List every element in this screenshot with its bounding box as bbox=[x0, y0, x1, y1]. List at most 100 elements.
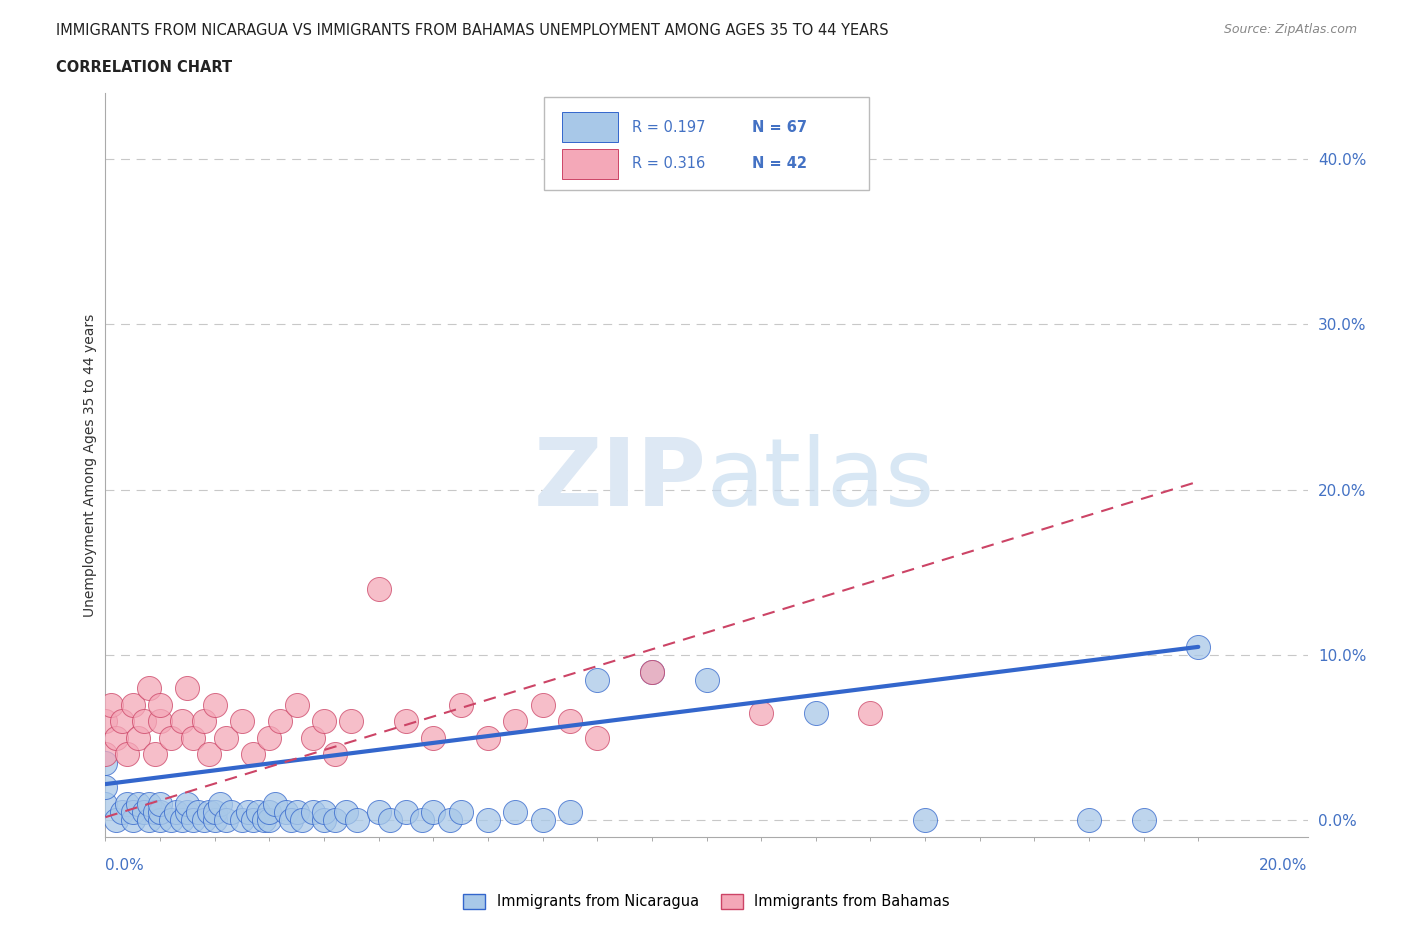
Point bbox=[477, 813, 499, 828]
Point bbox=[859, 706, 882, 721]
Text: N = 67: N = 67 bbox=[752, 120, 807, 135]
Point bbox=[340, 714, 363, 729]
Point bbox=[641, 664, 664, 679]
Point bbox=[214, 813, 236, 828]
Point bbox=[242, 747, 264, 762]
Point bbox=[450, 698, 472, 712]
Point bbox=[138, 681, 160, 696]
Text: N = 42: N = 42 bbox=[752, 156, 807, 171]
Point bbox=[247, 804, 270, 819]
Point bbox=[312, 714, 335, 729]
Point bbox=[170, 714, 193, 729]
Text: IMMIGRANTS FROM NICARAGUA VS IMMIGRANTS FROM BAHAMAS UNEMPLOYMENT AMONG AGES 35 : IMMIGRANTS FROM NICARAGUA VS IMMIGRANTS … bbox=[56, 23, 889, 38]
Point bbox=[696, 672, 718, 687]
Point bbox=[1132, 813, 1154, 828]
Text: atlas: atlas bbox=[707, 434, 935, 525]
Point bbox=[259, 730, 281, 745]
Y-axis label: Unemployment Among Ages 35 to 44 years: Unemployment Among Ages 35 to 44 years bbox=[83, 313, 97, 617]
Point bbox=[259, 804, 281, 819]
Point bbox=[204, 698, 226, 712]
Point bbox=[94, 755, 117, 770]
Text: R = 0.316: R = 0.316 bbox=[631, 156, 706, 171]
Point bbox=[176, 804, 198, 819]
Point bbox=[335, 804, 357, 819]
Point bbox=[274, 804, 297, 819]
Point bbox=[143, 804, 166, 819]
Point bbox=[117, 747, 139, 762]
Point bbox=[242, 813, 264, 828]
Point bbox=[231, 813, 253, 828]
Point bbox=[269, 714, 291, 729]
Text: Source: ZipAtlas.com: Source: ZipAtlas.com bbox=[1223, 23, 1357, 36]
Point bbox=[121, 698, 143, 712]
Point bbox=[641, 664, 664, 679]
Point bbox=[94, 780, 117, 795]
Point bbox=[302, 730, 325, 745]
Point bbox=[204, 813, 226, 828]
Point bbox=[127, 730, 149, 745]
Point bbox=[450, 804, 472, 819]
Point bbox=[138, 813, 160, 828]
Point bbox=[193, 813, 215, 828]
Point bbox=[176, 796, 198, 811]
Point bbox=[558, 714, 581, 729]
Text: R = 0.197: R = 0.197 bbox=[631, 120, 706, 135]
Point bbox=[209, 796, 232, 811]
Point bbox=[105, 813, 128, 828]
Point bbox=[166, 804, 188, 819]
FancyBboxPatch shape bbox=[562, 113, 617, 142]
Point bbox=[111, 804, 134, 819]
Point bbox=[259, 813, 281, 828]
Point bbox=[198, 804, 221, 819]
Point bbox=[138, 796, 160, 811]
FancyBboxPatch shape bbox=[562, 149, 617, 179]
Point bbox=[291, 813, 314, 828]
Point bbox=[395, 714, 418, 729]
Point bbox=[127, 796, 149, 811]
Point bbox=[586, 672, 609, 687]
Point bbox=[105, 730, 128, 745]
Point bbox=[143, 747, 166, 762]
Point bbox=[477, 730, 499, 745]
Point bbox=[176, 681, 198, 696]
Point bbox=[132, 804, 155, 819]
Point bbox=[503, 804, 526, 819]
Point bbox=[531, 813, 554, 828]
Point bbox=[422, 804, 444, 819]
Point bbox=[263, 796, 285, 811]
Point bbox=[121, 804, 143, 819]
Point bbox=[204, 804, 226, 819]
Text: 0.0%: 0.0% bbox=[105, 857, 145, 872]
Point bbox=[117, 796, 139, 811]
Text: 20.0%: 20.0% bbox=[1260, 857, 1308, 872]
Point bbox=[914, 813, 936, 828]
Point bbox=[586, 730, 609, 745]
Point bbox=[367, 804, 389, 819]
Point bbox=[149, 804, 172, 819]
Point bbox=[558, 804, 581, 819]
Point bbox=[503, 714, 526, 729]
Point bbox=[395, 804, 418, 819]
Point bbox=[132, 714, 155, 729]
Point bbox=[1187, 640, 1209, 655]
Point bbox=[94, 796, 117, 811]
Point bbox=[367, 581, 389, 596]
Point bbox=[149, 714, 172, 729]
Point bbox=[111, 714, 134, 729]
Point bbox=[312, 813, 335, 828]
Point bbox=[94, 714, 117, 729]
Point bbox=[312, 804, 335, 819]
Point bbox=[198, 747, 221, 762]
Text: CORRELATION CHART: CORRELATION CHART bbox=[56, 60, 232, 75]
Point bbox=[160, 730, 183, 745]
Point bbox=[1078, 813, 1101, 828]
Point bbox=[121, 813, 143, 828]
Point bbox=[323, 813, 346, 828]
Point bbox=[231, 714, 253, 729]
Point bbox=[378, 813, 401, 828]
Point bbox=[236, 804, 259, 819]
Point bbox=[302, 804, 325, 819]
Point bbox=[285, 698, 308, 712]
Point bbox=[253, 813, 276, 828]
Point bbox=[181, 813, 204, 828]
